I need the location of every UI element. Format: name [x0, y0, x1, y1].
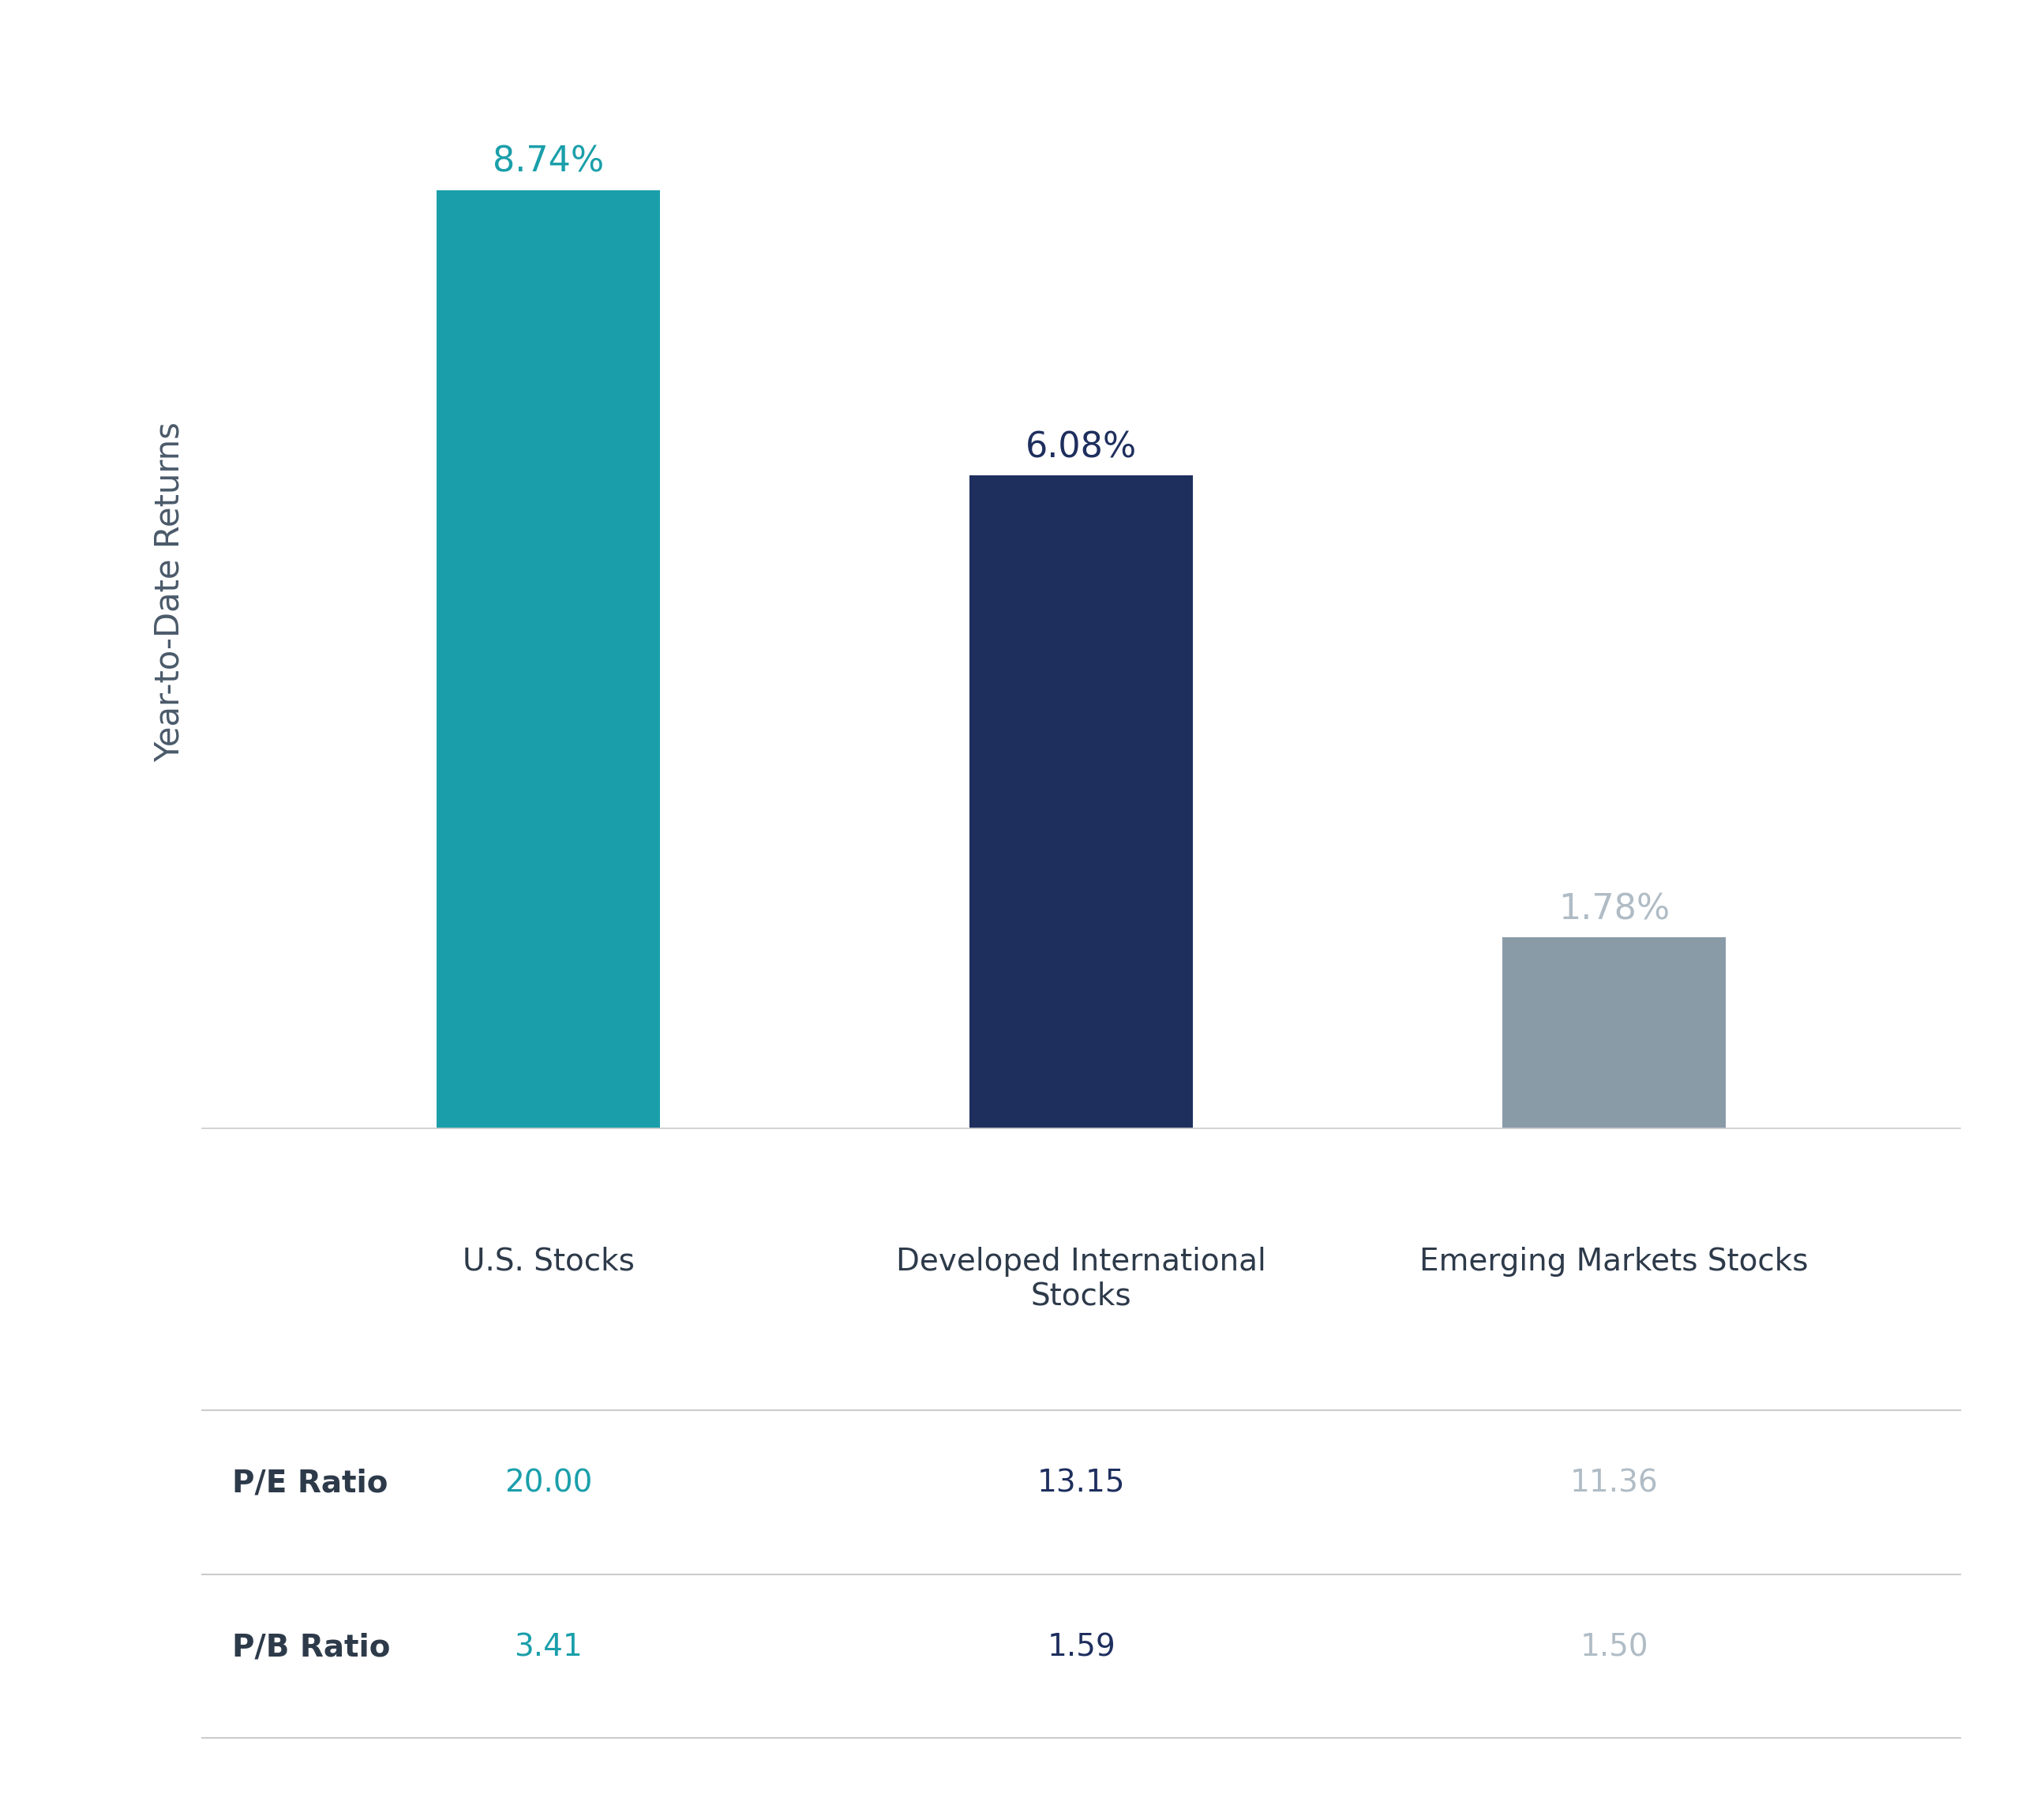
Text: 1.78%: 1.78%	[1558, 892, 1669, 926]
Text: Emerging Markets Stocks: Emerging Markets Stocks	[1419, 1247, 1809, 1276]
Y-axis label: Year-to-Date Returns: Year-to-Date Returns	[152, 422, 186, 761]
Text: P/B Ratio: P/B Ratio	[232, 1633, 390, 1662]
Text: 20.00: 20.00	[505, 1469, 592, 1498]
Text: 6.08%: 6.08%	[1025, 431, 1138, 464]
Text: 1.50: 1.50	[1580, 1633, 1649, 1662]
Bar	[437, 189, 661, 1128]
Text: 8.74%: 8.74%	[493, 146, 604, 178]
Text: 3.41: 3.41	[513, 1633, 582, 1662]
Text: 13.15: 13.15	[1037, 1469, 1126, 1498]
Text: Developed International
Stocks: Developed International Stocks	[895, 1247, 1267, 1312]
Text: 1.59: 1.59	[1047, 1633, 1116, 1662]
Bar	[1502, 937, 1726, 1128]
Bar	[970, 475, 1192, 1128]
Text: 11.36: 11.36	[1570, 1469, 1657, 1498]
Text: U.S. Stocks: U.S. Stocks	[463, 1247, 635, 1276]
Text: P/E Ratio: P/E Ratio	[232, 1469, 388, 1498]
